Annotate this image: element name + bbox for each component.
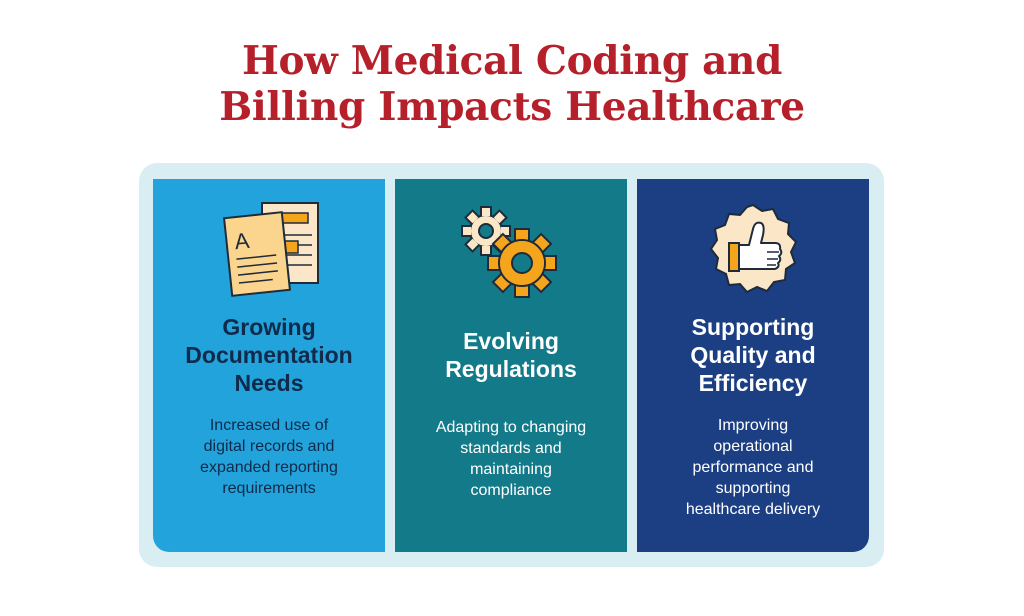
card-description: Adapting to changing standards and maint… [403,417,619,501]
description-line: Improving [645,415,861,436]
cards-frame: A Growing Documentation Needs Increased … [139,163,884,567]
description-line: digital records and [161,436,377,457]
card-supporting-quality: Supporting Quality and Efficiency Improv… [637,179,869,552]
heading-line: Quality and [645,341,861,369]
thumbs-up-icon [703,201,803,301]
card-evolving-regulations: Evolving Regulations Adapting to changin… [395,179,627,552]
description-line: standards and [403,438,619,459]
title-line-2: Billing Impacts Healthcare [0,84,1024,130]
svg-text:A: A [233,228,251,254]
description-line: supporting [645,478,861,499]
gears-icon [456,201,566,301]
card-growing-documentation: A Growing Documentation Needs Increased … [153,179,385,552]
description-line: operational [645,436,861,457]
heading-line: Efficiency [645,369,861,397]
card-description: Improving operational performance and su… [645,415,861,520]
description-line: Adapting to changing [403,417,619,438]
description-line: requirements [161,478,377,499]
description-line: compliance [403,480,619,501]
description-line: expanded reporting [161,457,377,478]
card-heading: Supporting Quality and Efficiency [645,313,861,397]
page-title: How Medical Coding and Billing Impacts H… [0,38,1024,130]
heading-line: Growing [161,313,377,341]
description-line: maintaining [403,459,619,480]
heading-line: Supporting [645,313,861,341]
title-line-1: How Medical Coding and [0,38,1024,84]
card-description: Increased use of digital records and exp… [161,415,377,499]
description-line: healthcare delivery [645,499,861,520]
heading-line: Needs [161,369,377,397]
card-heading: Evolving Regulations [403,327,619,383]
heading-line: Regulations [403,355,619,383]
documents-icon: A [214,201,324,301]
description-line: Increased use of [161,415,377,436]
card-heading: Growing Documentation Needs [161,313,377,397]
heading-line: Documentation [161,341,377,369]
description-line: performance and [645,457,861,478]
heading-line: Evolving [403,327,619,355]
